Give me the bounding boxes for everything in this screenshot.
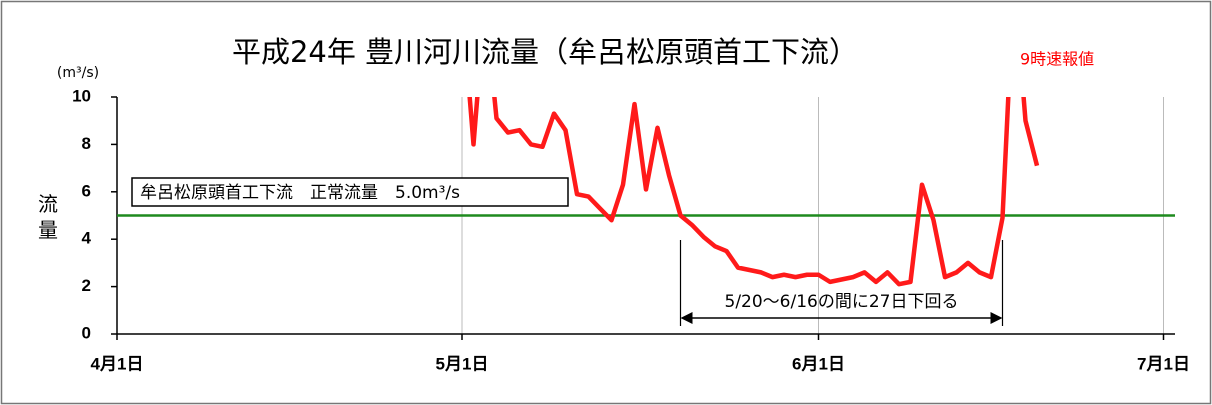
note: 9時速報値 (1020, 50, 1094, 69)
x-tick-label: 7月1日 (1137, 354, 1190, 373)
span-label: 5/20～6/16の間に27日下回る (725, 292, 959, 312)
threshold-label-box (131, 177, 569, 207)
y-tick-label: 10 (72, 86, 91, 105)
threshold-label: 牟呂松原頭首工下流 正常流量 5.0m³/s (140, 183, 460, 203)
y-tick-label: 8 (82, 134, 91, 153)
plot (467, 97, 1040, 287)
y-tick-label: 0 (82, 323, 91, 342)
y-tick-label: 2 (82, 276, 91, 295)
x-tick-label: 4月1日 (91, 354, 144, 373)
y-tick-label: 6 (82, 181, 91, 200)
x-tick-label: 6月1日 (792, 354, 845, 373)
chart-title: 平成24年 豊川河川流量（牟呂松原頭首工下流） (232, 35, 858, 69)
y-tick-label: 4 (82, 229, 92, 248)
y-axis-label: 流量 (38, 192, 58, 242)
arrow-head (990, 312, 1003, 324)
x-tick-label: 5月1日 (436, 354, 489, 373)
series-line (467, 97, 1040, 287)
arrow-head (680, 312, 693, 324)
y-unit: (m³/s) (57, 65, 99, 81)
